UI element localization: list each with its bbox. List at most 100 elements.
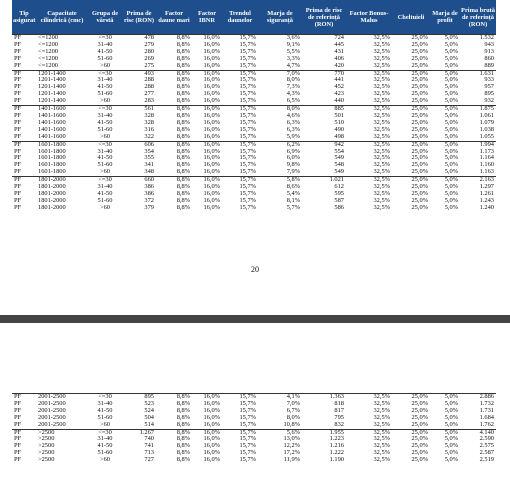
table-cell: PF <box>14 77 22 84</box>
table-cell: 8,0% <box>286 77 300 84</box>
table-cell: 5,0% <box>444 84 458 91</box>
header-prima-risc: Prima de risc (RON) <box>122 0 156 35</box>
table-row: PF 1401-1600 >60 322 8,8% 16,0% 15,7% 5,9% 498 32… <box>12 134 496 141</box>
table-cell: 15,7% <box>239 450 256 457</box>
table-cell: <=30 <box>88 140 122 149</box>
table-cell: 17,2% <box>283 450 300 457</box>
table-cell: 5,0% <box>444 436 458 443</box>
table-cell: 7,3% <box>286 84 300 91</box>
table-cell: 1.038 <box>479 126 494 133</box>
table-cell: 25,0% <box>392 176 430 185</box>
table-cell: PF <box>14 162 22 169</box>
table-cell: 16,0% <box>203 48 220 55</box>
table-cell: 16,0% <box>203 133 220 140</box>
table-cell: 25,0% <box>411 184 428 191</box>
table-cell: 15,7% <box>239 91 256 98</box>
table-cell: 41-50 <box>97 119 113 126</box>
table-cell: 8,8% <box>176 169 190 176</box>
table-cell: 501 <box>334 112 344 119</box>
table-cell: 25,0% <box>411 400 428 407</box>
table-cell: >2500 <box>38 443 55 450</box>
table-cell: 6,9% <box>286 148 300 155</box>
table-cell: 32,5% <box>373 190 390 197</box>
table-cell: 16,0% <box>203 112 220 119</box>
table-cell: 25,0% <box>411 77 428 84</box>
table-cell: 288 <box>144 84 154 91</box>
table-cell: 25,0% <box>411 169 428 176</box>
table-cell: 5,0% <box>444 414 458 421</box>
table-row: PF <=1200 <=30 478 8,8% 16,0% 15,7% 3,6% 724 32,5… <box>12 33 496 42</box>
table-cell: 283 <box>144 98 154 105</box>
table-cell: 1.732 <box>479 400 494 407</box>
table-cell: 932 <box>484 98 494 105</box>
table-cell: 1.762 <box>479 421 494 428</box>
table-cell: 6,7% <box>286 407 300 414</box>
table-cell: 8,8% <box>176 162 190 169</box>
table-cell: 15,7% <box>222 176 258 185</box>
table-cell: 5,0% <box>430 33 460 42</box>
table-cell: 5,0% <box>444 162 458 169</box>
table-cell: 32,5% <box>346 33 392 42</box>
table-cell: 25,0% <box>411 148 428 155</box>
header-marja-profit: Marja de profit <box>430 0 460 35</box>
table-cell: <=1200 <box>38 62 58 69</box>
table-cell: 16,0% <box>192 392 222 401</box>
table-cell: 8,8% <box>176 126 190 133</box>
table-cell: 15,7% <box>239 62 256 69</box>
table-cell: 2001-2500 <box>38 400 66 407</box>
table-cell: 15,7% <box>239 414 256 421</box>
table-cell: 1.223 <box>329 436 344 443</box>
table-cell: 5,0% <box>444 443 458 450</box>
table-cell: 354 <box>144 148 154 155</box>
table-row: PF 2001-2500 >60 514 8,8% 16,0% 15,7% 10,8% 832 3… <box>12 422 496 429</box>
table-row: PF 1401-1600 31-40 328 8,8% 16,0% 15,7% 4,6% 501… <box>12 113 496 120</box>
table-cell: 16,0% <box>192 105 222 113</box>
table-cell: 16,0% <box>203 197 220 204</box>
table-cell: 5,0% <box>444 400 458 407</box>
table-cell: PF <box>14 84 22 91</box>
table-cell: 16,0% <box>203 155 220 162</box>
table-cell: 6,5% <box>286 98 300 105</box>
table-row: PF >2500 51-60 713 8,8% 16,0% 15,7% 17,2% 1.222 3… <box>12 450 496 457</box>
table-cell: PF <box>14 155 22 162</box>
table-cell: 348 <box>144 169 154 176</box>
table-cell: 1.216 <box>329 443 344 450</box>
table-cell: 817 <box>334 407 344 414</box>
table-cell: 1601-1800 <box>38 162 66 169</box>
table-cell: PF <box>14 184 22 191</box>
table-cell: 12,2% <box>283 443 300 450</box>
table-cell: PF <box>14 169 22 176</box>
table-cell: 420 <box>334 62 344 69</box>
table-cell: 15,7% <box>239 190 256 197</box>
table-row: PF 1201-1400 41-50 288 8,8% 16,0% 15,7% 7,3% 452… <box>12 84 496 91</box>
table-cell: 16,0% <box>192 176 222 185</box>
table-cell: 406 <box>334 55 344 62</box>
table-cell: 942 <box>302 140 346 149</box>
table-cell: 8,0% <box>286 414 300 421</box>
table-cell: 8,6% <box>286 184 300 191</box>
table-cell: 586 <box>334 204 344 211</box>
table-cell: 1401-1600 <box>38 112 66 119</box>
table-cell: 32,5% <box>373 155 390 162</box>
table-cell: PF <box>14 450 22 457</box>
table-cell: 1.190 <box>329 457 344 464</box>
table-cell: 5,0% <box>444 407 458 414</box>
table-cell: 32,5% <box>346 69 392 78</box>
table-cell: 32,5% <box>373 98 390 105</box>
table-cell: PF <box>14 421 22 428</box>
table-cell: 386 <box>144 184 154 191</box>
header-factor-bonus-malus: Factor Bonus-Malus <box>346 0 392 35</box>
table-cell: 32,5% <box>373 133 390 140</box>
table-cell: 32,5% <box>373 119 390 126</box>
table-cell: 25,0% <box>392 105 430 113</box>
table-cell: 943 <box>484 41 494 48</box>
table-cell: 16,0% <box>203 162 220 169</box>
table-cell: 8,8% <box>156 69 192 78</box>
table-cell: 32,5% <box>373 421 390 428</box>
table-cell: 554 <box>334 148 344 155</box>
table-cell: <=1200 <box>38 55 58 62</box>
table-cell: PF <box>14 148 22 155</box>
table-cell: 41-50 <box>97 84 113 91</box>
header-prima-risc-referinta: Prima de risc de referință (RON) <box>302 0 346 35</box>
table-cell: <=30 <box>88 428 122 437</box>
